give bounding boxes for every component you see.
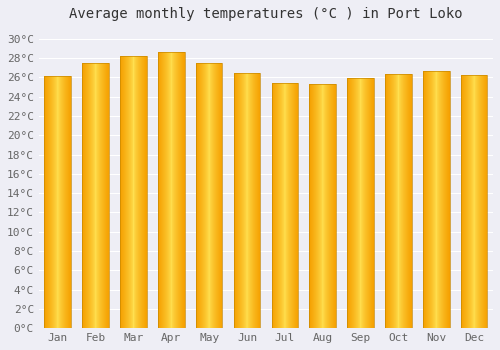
Bar [423,71,450,328]
Bar [196,63,222,328]
Bar [234,74,260,328]
Bar [385,75,411,328]
Title: Average monthly temperatures (°C ) in Port Loko: Average monthly temperatures (°C ) in Po… [69,7,462,21]
Bar [82,63,109,328]
Bar [348,78,374,328]
Bar [158,52,184,328]
Bar [461,75,487,328]
Bar [120,56,146,328]
Bar [44,76,71,328]
Bar [310,84,336,328]
Bar [272,83,298,328]
